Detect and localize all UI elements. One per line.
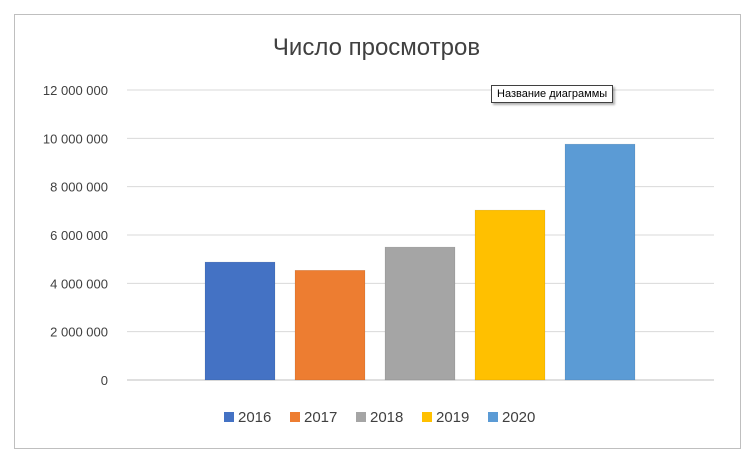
- bar-2016: [204, 261, 276, 381]
- legend-swatch: [488, 412, 498, 422]
- chart-title-tooltip: Название диаграммы: [491, 85, 614, 103]
- legend-swatch: [290, 412, 300, 422]
- y-tick-label: 0: [101, 373, 108, 388]
- y-tick-label: 10 000 000: [43, 131, 108, 146]
- legend-label: 2018: [370, 409, 403, 426]
- legend-swatch: [422, 412, 432, 422]
- legend-label: 2017: [304, 409, 337, 426]
- legend-label: 2016: [238, 409, 271, 426]
- legend-swatch: [224, 412, 234, 422]
- y-tick-label: 2 000 000: [50, 325, 108, 340]
- legend-label: 2019: [436, 409, 469, 426]
- y-tick-label: 12 000 000: [43, 83, 108, 98]
- chart-title[interactable]: Число просмотров: [272, 34, 481, 61]
- y-tick-label: 6 000 000: [50, 228, 108, 243]
- bar-2020: [564, 143, 636, 381]
- legend-label: 2020: [502, 409, 535, 426]
- bar-2018: [384, 246, 456, 381]
- legend-swatch: [356, 412, 366, 422]
- y-tick-label: 4 000 000: [50, 276, 108, 291]
- y-tick-label: 8 000 000: [50, 180, 108, 195]
- bar-2017: [294, 270, 366, 381]
- bar-2019: [474, 209, 546, 381]
